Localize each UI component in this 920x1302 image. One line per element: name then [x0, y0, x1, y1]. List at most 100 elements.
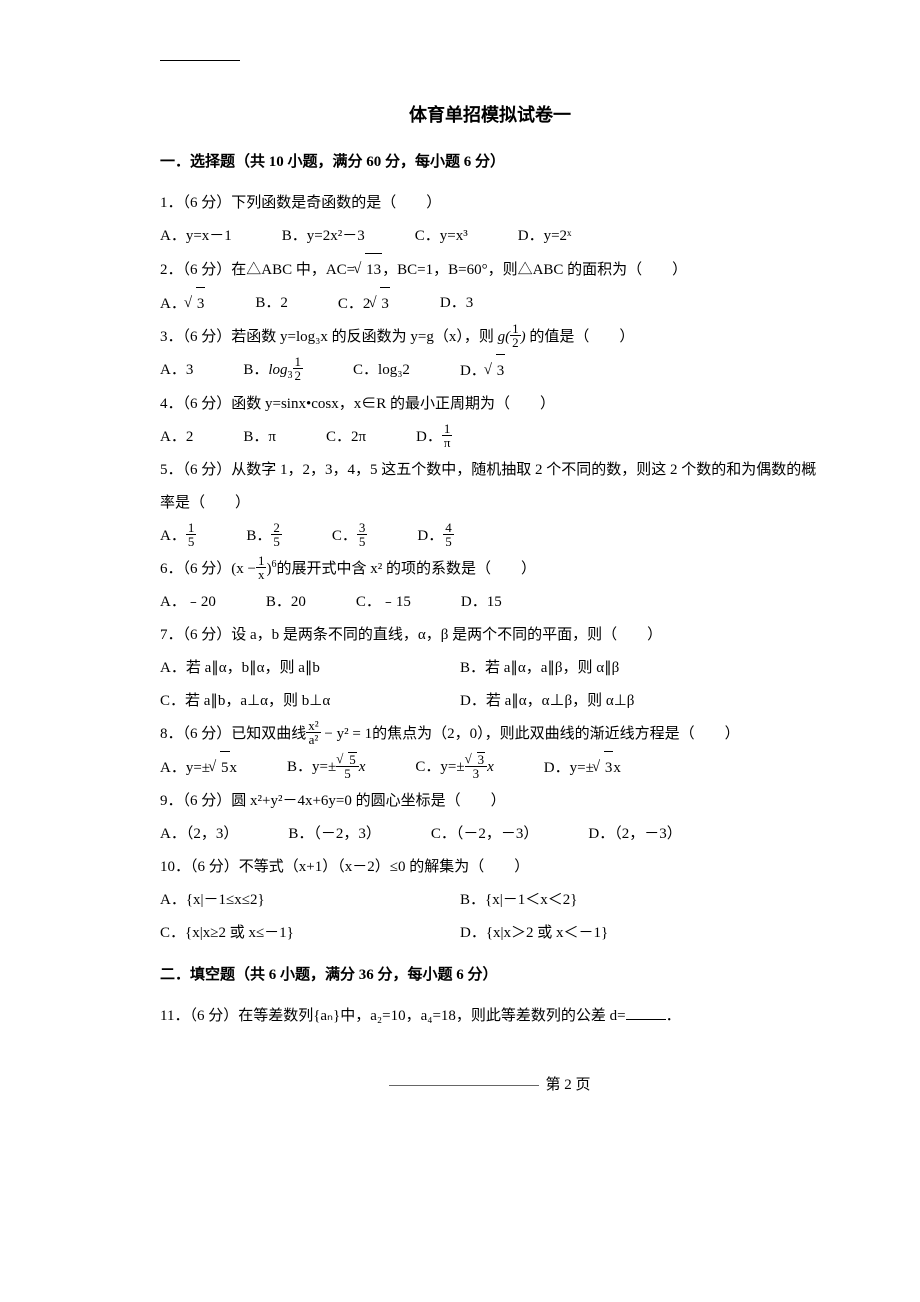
- q8-eq-den: a²: [306, 733, 320, 746]
- q8-stem-pre: 8．（6 分）已知双曲线: [160, 726, 306, 742]
- question-5-stem: 5．（6 分）从数字 1，2，3，4，5 这五个数中，随机抽取 2 个不同的数，…: [160, 454, 820, 520]
- fraction-icon: 1π: [442, 422, 453, 449]
- q3-opt-d: D． 3: [460, 354, 505, 388]
- q2-a-rad: 3: [196, 287, 206, 321]
- q8-b-pre: B．y=: [287, 759, 328, 775]
- q5-d-den: 5: [443, 535, 454, 548]
- sqrt-icon: 3: [186, 287, 206, 321]
- question-10-stem: 10．（6 分）不等式（x+1）（x－2）≤0 的解集为（ ）: [160, 851, 820, 884]
- fraction-icon: 12: [510, 322, 521, 349]
- section-2-heading: 二．填空题（共 6 小题，满分 36 分，每小题 6 分）: [160, 960, 820, 990]
- fraction-icon: x²a²: [306, 719, 320, 746]
- q5-a-num: 1: [186, 521, 197, 535]
- question-6-stem: 6．（6 分）(x −1x)6的展开式中含 x² 的项的系数是（ ）: [160, 553, 820, 586]
- question-7-stem: 7．（6 分）设 a，b 是两条不同的直线，α，β 是两个不同的平面，则（ ）: [160, 619, 820, 652]
- q8-c-num: 3: [465, 752, 488, 767]
- fraction-icon: 55: [336, 752, 359, 780]
- question-1-options: A．y=x－1 B．y=2x²－3 C．y=x³ D．y=2ˣ: [160, 220, 820, 253]
- question-5-options: A．15 B．25 C．35 D．45: [160, 520, 820, 553]
- sqrt-icon: 3: [594, 751, 614, 785]
- q7-opt-b: B．若 a∥α，a∥β，则 α∥β: [460, 652, 740, 685]
- question-4-options: A．2 B．π C．2π D．1π: [160, 421, 820, 454]
- q2-opt-c: C．2 3: [338, 287, 390, 321]
- q4-opt-b: B．π: [243, 421, 276, 454]
- q6-expr-den: x: [256, 568, 267, 581]
- q6-opt-c: C．﹣15: [356, 586, 411, 619]
- q3-opt-a: A．3: [160, 354, 193, 388]
- q1-opt-c: C．y=x³: [415, 220, 468, 253]
- q8-c-num-rad: 3: [477, 752, 486, 766]
- question-3-stem: 3．（6 分）若函数 y=log₃x 的反函数为 y=g（x），则 g(12) …: [160, 321, 820, 354]
- q3-stem-pre: 3．（6 分）若函数 y=log₃x 的反函数为 y=g（x），则: [160, 329, 494, 345]
- q1-opt-a: A．y=x－1: [160, 220, 232, 253]
- q10-opt-d: D．{x|x＞2 或 x＜－1}: [460, 917, 740, 950]
- q10-opt-a: A．{x|－1≤x≤2}: [160, 884, 440, 917]
- q10-opt-b: B．{x|－1＜x＜2}: [460, 884, 740, 917]
- q2-opt-b: B．2: [255, 287, 288, 321]
- q5-c-pre: C．: [332, 528, 357, 544]
- q6-expr-open: (x −: [231, 561, 256, 577]
- q8-b-x: x: [359, 759, 366, 775]
- q7-opt-d: D．若 a∥α，α⊥β，则 α⊥β: [460, 685, 740, 718]
- q3-b-den: 2: [293, 369, 304, 382]
- fraction-icon: 12: [293, 355, 304, 382]
- q8-c-pm: ±: [456, 759, 464, 775]
- q8-c-pre: C．y=: [415, 759, 456, 775]
- sqrt-icon: 3: [467, 752, 486, 766]
- q3-opt-b: B．log312: [243, 354, 303, 388]
- q5-opt-a: A．15: [160, 520, 196, 553]
- q3-d-rad: 3: [496, 354, 506, 388]
- q3-b-pre: B．: [243, 362, 268, 378]
- q1-opt-b: B．y=2x²－3: [282, 220, 365, 253]
- sqrt-icon: 3: [486, 354, 506, 388]
- exam-title: 体育单招模拟试卷一: [160, 101, 820, 127]
- q7-opt-c: C．若 a∥b，a⊥α，则 b⊥α: [160, 685, 440, 718]
- section-1-heading: 一．选择题（共 10 小题，满分 60 分，每小题 6 分）: [160, 147, 820, 177]
- q2-rad: 13: [365, 253, 382, 287]
- q8-opt-c: C．y=±33x: [415, 751, 493, 785]
- q6-stem-pre: 6．（6 分）: [160, 561, 231, 577]
- q8-eq-mid: − y² = 1: [324, 726, 372, 742]
- q8-c-den: 3: [465, 767, 488, 780]
- q8-a-pre: A．y=±: [160, 760, 210, 776]
- q3-g-den: 2: [510, 336, 521, 349]
- q4-d-den: π: [442, 436, 453, 449]
- header-underline: [160, 60, 240, 61]
- q5-a-den: 5: [186, 535, 197, 548]
- q5-c-num: 3: [357, 521, 368, 535]
- q8-d-post: x: [613, 760, 621, 776]
- page-number: 第 2 页: [545, 1077, 590, 1093]
- sqrt-icon: 3: [370, 287, 390, 321]
- q3-d-pre: D．: [460, 363, 486, 379]
- q10-opt-c: C．{x|x≥2 或 x≤－1}: [160, 917, 440, 950]
- q5-a-pre: A．: [160, 528, 186, 544]
- q8-b-pm: ±: [328, 759, 336, 775]
- fraction-icon: 45: [443, 521, 454, 548]
- q8-opt-b: B．y=±55x: [287, 751, 365, 785]
- q2-a-pre: A．: [160, 296, 186, 312]
- fraction-icon: 1x: [256, 554, 267, 581]
- q8-d-rad: 3: [604, 751, 614, 785]
- fill-blank: [626, 1005, 666, 1020]
- question-9-options: A．（2，3） B．（－2，3） C．（－2，－3） D．（2，－3）: [160, 818, 820, 851]
- question-9-stem: 9．（6 分）圆 x²+y²－4x+6y=0 的圆心坐标是（ ）: [160, 785, 820, 818]
- q4-opt-d: D．1π: [416, 421, 452, 454]
- question-3-options: A．3 B．log312 C．log₃2 D． 3: [160, 354, 820, 388]
- q9-opt-d: D．（2，－3）: [588, 818, 681, 851]
- question-11-stem: 11．（6 分）在等差数列{aₙ}中，a₂=10，a₄=18，则此等差数列的公差…: [160, 1000, 820, 1033]
- fraction-icon: 33: [465, 752, 488, 780]
- q2-c-rad: 3: [380, 287, 390, 321]
- q2-opt-a: A． 3: [160, 287, 205, 321]
- question-10-options: A．{x|－1≤x≤2} B．{x|－1＜x＜2} C．{x|x≥2 或 x≤－…: [160, 884, 820, 950]
- q5-opt-d: D．45: [417, 520, 453, 553]
- question-6-options: A．﹣20 B．20 C．﹣15 D．15: [160, 586, 820, 619]
- q3-opt-c: C．log₃2: [353, 354, 410, 388]
- q3-b-log: log: [268, 362, 287, 378]
- sqrt-icon: 5: [210, 751, 230, 785]
- q2-c-pre: C．2: [338, 296, 371, 312]
- q8-b-num: 5: [336, 752, 359, 767]
- q5-b-den: 5: [271, 535, 282, 548]
- q6-opt-d: D．15: [461, 586, 502, 619]
- question-1-stem: 1．（6 分）下列函数是奇函数的是（ ）: [160, 187, 820, 220]
- sqrt-icon: 13: [355, 253, 382, 287]
